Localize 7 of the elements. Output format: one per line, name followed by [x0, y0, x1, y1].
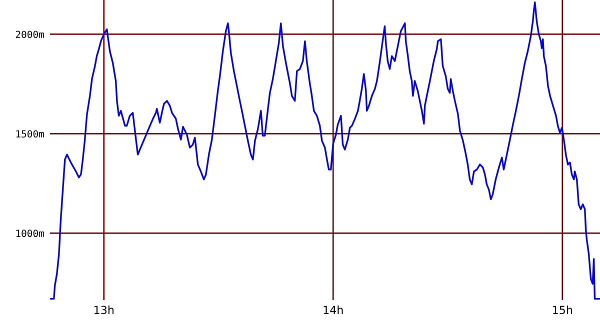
line-series	[50, 2, 600, 300]
x-tick-label: 15h	[553, 306, 572, 314]
y-tick-label: 1500m	[16, 130, 44, 138]
y-tick-label: 1000m	[16, 230, 44, 238]
x-tick-label: 13h	[94, 306, 114, 314]
x-tick-label: 14h	[324, 306, 343, 314]
y-tick-label: 2000m	[16, 30, 44, 38]
